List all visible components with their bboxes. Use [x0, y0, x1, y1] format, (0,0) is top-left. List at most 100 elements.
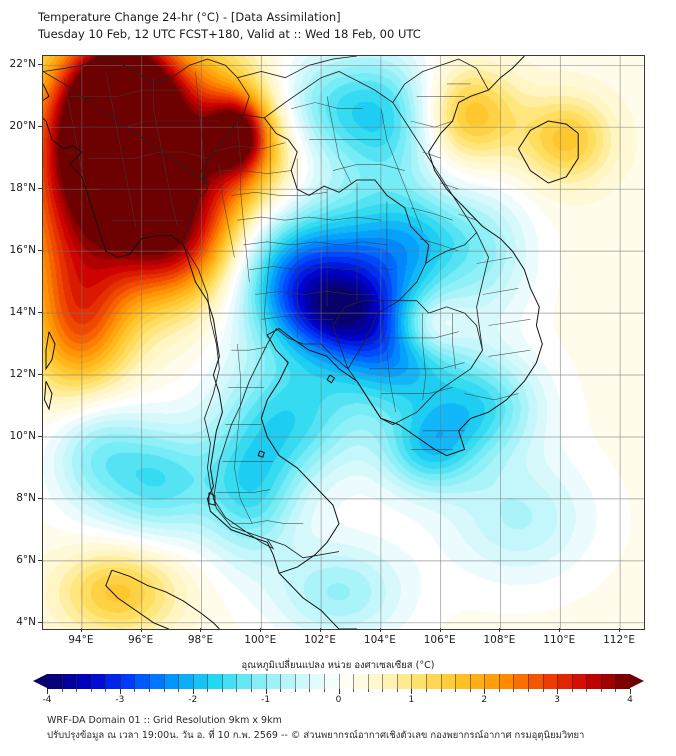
y-tick-label: 14°N — [9, 306, 36, 319]
title-block: Temperature Change 24-hr (°C) - [Data As… — [38, 9, 658, 43]
y-tick-label: 8°N — [16, 491, 36, 504]
x-tick-mark — [200, 628, 202, 632]
colorbar-tick — [513, 689, 515, 692]
colorbar-tick — [440, 689, 442, 692]
colorbar-cell-divider — [396, 674, 398, 689]
x-tick-label: 102°E — [304, 634, 337, 646]
colorbar-tick — [149, 689, 151, 692]
colorbar-cell — [469, 674, 485, 689]
colorbar-tick — [600, 689, 602, 692]
y-tick-label: 10°N — [9, 429, 36, 442]
temperature-change-field — [43, 56, 644, 629]
colorbar-cell-divider — [484, 674, 486, 689]
colorbar-tick — [207, 689, 209, 692]
x-tick-mark — [619, 628, 621, 632]
colorbar-tick — [61, 689, 63, 692]
x-tick-label: 106°E — [423, 634, 456, 646]
y-tick-mark — [38, 559, 42, 561]
x-tick-mark — [379, 628, 381, 632]
colorbar-cell — [527, 674, 543, 689]
colorbar-cell-divider — [367, 674, 369, 689]
colorbar-cell — [149, 674, 164, 689]
colorbar-cell — [61, 674, 77, 689]
y-tick-mark — [38, 435, 42, 437]
colorbar-cell — [105, 674, 121, 689]
x-tick-label: 110°E — [543, 634, 576, 646]
y-tick-label: 12°N — [9, 368, 36, 381]
colorbar-cell — [294, 674, 310, 689]
colorbar-tick — [119, 689, 121, 694]
colorbar-cell — [338, 674, 354, 689]
y-tick-label: 22°N — [9, 58, 36, 71]
y-tick-mark — [38, 250, 42, 252]
colorbar-tick-label: 0 — [335, 695, 342, 705]
colorbar[interactable]: -4 -3 -2 -1 0 1 2 3 4 — [33, 674, 644, 705]
colorbar-tick — [221, 689, 223, 692]
colorbar-cell-divider — [425, 674, 427, 689]
colorbar-tick — [105, 689, 107, 692]
colorbar-cell-divider — [76, 674, 78, 689]
colorbar-tick — [134, 689, 136, 692]
colorbar-tick — [309, 689, 311, 692]
colorbar-cell-divider — [557, 674, 559, 689]
colorbar-cell — [425, 674, 441, 689]
x-tick-label: 112°E — [603, 634, 636, 646]
colorbar-cell-divider — [221, 674, 223, 689]
colorbar-tick — [484, 689, 486, 694]
colorbar-tick-label: -1 — [261, 695, 271, 705]
colorbar-tick — [294, 689, 296, 692]
colorbar-cell-divider — [455, 674, 457, 689]
map-coastlines-borders — [43, 56, 579, 629]
colorbar-tick — [455, 689, 457, 692]
footer: WRF-DA Domain 01 :: Grid Resolution 9km … — [47, 713, 667, 743]
x-tick-mark — [320, 628, 322, 632]
colorbar-cell — [192, 674, 208, 689]
colorbar-cell — [455, 674, 471, 689]
colorbar-tick — [396, 689, 398, 692]
y-tick-mark — [38, 64, 42, 66]
colorbar-cell-divider — [251, 674, 253, 689]
y-tick-mark — [38, 126, 42, 128]
colorbar-cell-divider — [600, 674, 602, 689]
map-plot-area[interactable] — [42, 55, 645, 630]
colorbar-cell — [163, 674, 179, 689]
colorbar-tick-label: -4 — [42, 695, 52, 705]
colorbar-title: อุณหภูมิเปลี่ยนแปลง หน่วย องศาเซลเซียส (… — [241, 660, 435, 671]
x-tick-label: 104°E — [363, 634, 396, 646]
colorbar-cell — [309, 674, 325, 689]
colorbar-cell — [571, 674, 587, 689]
colorbar-tick — [192, 689, 194, 694]
colorbar-cell-divider — [527, 674, 529, 689]
colorbar-cell — [411, 674, 427, 689]
y-tick-mark — [38, 621, 42, 623]
colorbar-cell — [615, 674, 631, 689]
colorbar-tick — [382, 689, 384, 692]
colorbar-cell-divider — [119, 674, 121, 689]
colorbar-tick — [615, 689, 617, 692]
x-tick-mark — [80, 628, 82, 632]
colorbar-cell — [207, 674, 223, 689]
x-tick-label: 96°E — [128, 634, 154, 646]
colorbar-cell — [513, 674, 529, 689]
colorbar-cell — [119, 674, 135, 689]
colorbar-cell — [221, 674, 237, 689]
x-tick-mark — [499, 628, 501, 632]
colorbar-cell-divider — [207, 674, 209, 689]
colorbar-tick — [265, 689, 267, 694]
y-tick-label: 4°N — [16, 615, 36, 628]
colorbar-tick — [90, 689, 92, 692]
colorbar-tick — [367, 689, 369, 692]
colorbar-cell-divider — [498, 674, 500, 689]
colorbar-cell — [47, 674, 62, 689]
colorbar-cell — [557, 674, 573, 689]
colorbar-tick-label: 1 — [408, 695, 415, 705]
x-tick-label: 108°E — [483, 634, 516, 646]
colorbar-tick-label: 2 — [481, 695, 488, 705]
x-tick-mark — [260, 628, 262, 632]
x-tick-mark — [559, 628, 561, 632]
colorbar-cell-divider — [513, 674, 515, 689]
colorbar-cell-divider — [309, 674, 311, 689]
colorbar-cell — [236, 674, 252, 689]
colorbar-cell-divider — [411, 674, 413, 689]
colorbar-cell — [280, 674, 296, 689]
